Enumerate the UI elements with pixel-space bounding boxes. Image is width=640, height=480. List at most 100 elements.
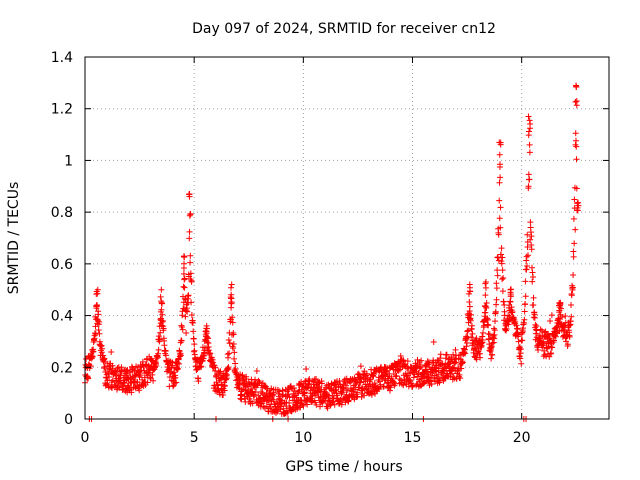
data-point <box>556 300 563 307</box>
data-point <box>375 374 382 381</box>
data-point <box>160 325 167 332</box>
data-point <box>157 329 164 336</box>
data-point <box>172 374 179 381</box>
data-point <box>228 300 235 307</box>
data-point <box>424 368 431 375</box>
x-tick-label: 20 <box>513 430 531 446</box>
data-point <box>96 330 103 337</box>
x-tick-label: 5 <box>190 430 199 446</box>
data-point <box>517 355 524 362</box>
data-point <box>559 314 566 321</box>
data-point <box>515 338 522 345</box>
data-point <box>518 360 525 367</box>
data-point <box>203 328 210 335</box>
data-point <box>533 327 540 334</box>
data-point <box>354 393 361 400</box>
data-point <box>482 284 489 291</box>
data-point <box>183 330 190 337</box>
data-point <box>496 197 503 204</box>
data-point <box>344 386 351 393</box>
data-point <box>541 351 548 358</box>
data-point <box>293 394 300 401</box>
data-point <box>556 327 563 334</box>
data-point <box>450 351 457 358</box>
data-point <box>101 365 108 372</box>
data-point <box>96 318 103 325</box>
data-point <box>530 301 537 308</box>
data-point <box>572 226 579 233</box>
data-point <box>529 269 536 276</box>
data-point <box>226 350 233 357</box>
y-tick-label: 0 <box>64 412 73 428</box>
data-point <box>313 375 320 382</box>
data-point <box>420 380 427 387</box>
data-point <box>230 340 237 347</box>
data-point <box>490 339 497 346</box>
data-point <box>573 143 580 150</box>
data-point <box>497 174 504 181</box>
data-point <box>462 350 469 357</box>
data-point <box>537 326 544 333</box>
data-point <box>465 327 472 334</box>
data-point <box>466 315 473 322</box>
data-point <box>230 331 237 338</box>
data-point <box>523 257 530 264</box>
data-point <box>181 275 188 282</box>
data-point <box>169 359 176 366</box>
data-point <box>489 352 496 359</box>
data-point <box>250 393 257 400</box>
data-point <box>482 280 489 287</box>
data-point <box>203 337 210 344</box>
data-point <box>467 288 474 295</box>
data-point <box>368 391 375 398</box>
data-point <box>171 380 178 387</box>
data-point <box>568 301 575 308</box>
data-point <box>404 358 411 365</box>
data-point <box>441 375 448 382</box>
data-point <box>527 236 534 243</box>
data-point <box>445 363 452 370</box>
y-tick-label: 0.8 <box>51 205 73 221</box>
data-point <box>189 319 196 326</box>
data-point <box>95 327 102 334</box>
y-tick-label: 0.4 <box>51 309 73 325</box>
data-point <box>361 392 368 399</box>
data-point <box>116 384 123 391</box>
data-point <box>549 344 556 351</box>
data-point <box>94 290 101 297</box>
data-point <box>452 359 459 366</box>
data-point <box>181 276 188 283</box>
data-point <box>331 401 338 408</box>
data-point <box>528 246 535 253</box>
data-point <box>340 381 347 388</box>
data-point <box>484 316 491 323</box>
data-point <box>495 231 502 238</box>
data-point <box>532 321 539 328</box>
data-point <box>174 359 181 366</box>
data-point <box>389 364 396 371</box>
data-point <box>229 314 236 321</box>
data-point <box>494 267 501 274</box>
data-point <box>525 252 532 259</box>
data-point <box>497 224 504 231</box>
data-point <box>190 328 197 335</box>
data-point <box>158 286 165 293</box>
data-point <box>416 365 423 372</box>
data-point <box>123 367 130 374</box>
data-point <box>363 370 370 377</box>
data-point <box>208 354 215 361</box>
data-point <box>397 352 404 359</box>
data-point <box>101 355 108 362</box>
data-point <box>108 384 115 391</box>
data-point <box>203 325 210 332</box>
data-point <box>569 284 576 291</box>
data-points <box>82 82 582 422</box>
data-point <box>93 291 100 298</box>
data-point <box>232 360 239 367</box>
data-point <box>184 292 191 299</box>
data-point <box>393 372 400 379</box>
data-point <box>418 357 425 364</box>
data-point <box>550 337 557 344</box>
data-point <box>464 328 471 335</box>
data-point <box>236 375 243 382</box>
